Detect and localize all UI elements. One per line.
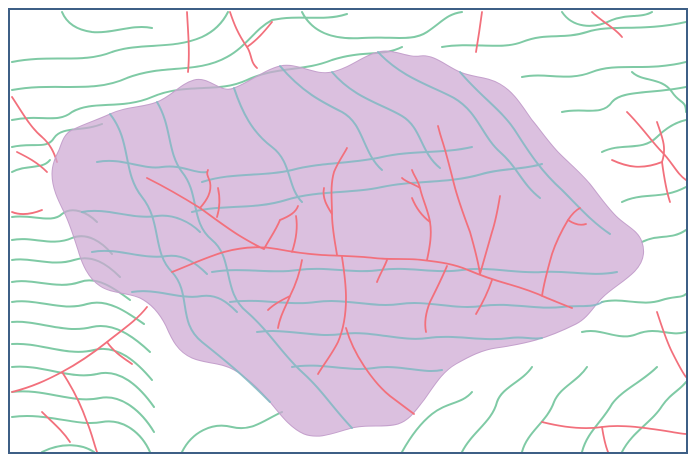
contour-line	[581, 366, 658, 452]
stream-line	[186, 11, 190, 73]
contour-line	[441, 21, 686, 48]
contour-line	[11, 300, 145, 325]
tributary-stream	[424, 265, 448, 333]
stream-line	[61, 371, 98, 452]
contour-line	[641, 229, 686, 243]
tributary-stream	[263, 219, 281, 250]
tributary-stream	[401, 177, 421, 189]
contour-lines-layer	[11, 11, 686, 452]
stream-line	[601, 426, 609, 452]
stream-line	[11, 306, 148, 393]
stream-line	[541, 421, 686, 435]
stream-line	[661, 161, 671, 203]
contour-line	[61, 11, 153, 34]
contour-line	[621, 381, 686, 452]
contour-line	[131, 290, 238, 313]
stream-line	[246, 21, 273, 48]
contour-line	[256, 330, 543, 341]
contour-line	[561, 11, 653, 27]
contour-line	[11, 159, 51, 173]
contour-line	[11, 11, 229, 63]
tributary-stream	[411, 197, 431, 223]
contour-line	[11, 13, 348, 91]
map-frame	[8, 8, 688, 454]
tributary-stream	[330, 147, 348, 256]
stream-line	[475, 11, 483, 53]
contour-line	[11, 342, 153, 381]
tributary-stream	[146, 177, 265, 250]
contour-line	[279, 65, 383, 171]
contour-line	[11, 390, 155, 433]
stream-line	[106, 341, 133, 365]
stream-line	[611, 159, 663, 168]
stream-line	[41, 411, 71, 443]
tributary-stream	[279, 205, 299, 221]
tributary-stream	[479, 195, 501, 275]
tributary-stream	[437, 125, 481, 275]
tributary-stream	[567, 219, 587, 226]
contour-line	[96, 159, 208, 174]
contour-line	[581, 329, 686, 338]
contour-line	[11, 365, 155, 408]
contour-line	[211, 267, 618, 275]
tributary-stream	[475, 279, 493, 315]
contour-line	[41, 444, 95, 452]
contour-line	[11, 415, 151, 452]
contour-line	[81, 209, 201, 233]
stream-line	[656, 121, 665, 163]
contour-line	[521, 61, 686, 78]
stream-line	[656, 311, 686, 378]
contour-line	[91, 249, 208, 275]
tributary-stream	[199, 169, 212, 209]
tributary-stream	[376, 259, 388, 283]
contour-line	[201, 146, 473, 183]
contour-line	[301, 11, 463, 40]
contour-line	[11, 320, 151, 353]
stream-network-watershed	[146, 125, 587, 415]
contour-line	[156, 101, 353, 429]
contour-line	[401, 391, 473, 452]
contour-line	[229, 299, 603, 309]
topographic-map	[11, 11, 686, 452]
contour-line	[191, 163, 543, 213]
contour-line	[601, 293, 686, 304]
contour-line	[601, 119, 686, 153]
contour-line	[459, 71, 611, 235]
contour-line	[521, 366, 588, 452]
contour-line	[181, 411, 283, 452]
tributary-stream	[291, 215, 298, 253]
stream-line	[229, 11, 258, 69]
tributary-stream	[541, 207, 581, 297]
contour-line	[233, 87, 303, 203]
contour-line	[461, 366, 533, 452]
tributary-stream	[267, 295, 291, 311]
stream-line	[11, 209, 43, 216]
tributary-stream	[345, 327, 415, 415]
contour-line	[621, 186, 686, 203]
contour-line	[561, 86, 686, 113]
tributary-stream	[322, 187, 333, 215]
tributary-stream	[411, 169, 432, 261]
main-stream-channel	[171, 246, 573, 309]
stream-line	[11, 96, 58, 163]
tributary-stream	[317, 256, 347, 375]
contour-lines-inside-watershed	[81, 51, 618, 429]
watershed-polygon	[51, 50, 645, 437]
contour-line	[291, 364, 443, 372]
stream-line	[626, 111, 686, 181]
contour-line	[631, 71, 686, 113]
stream-line	[591, 11, 623, 38]
contour-line	[377, 51, 541, 199]
tributary-stream	[216, 187, 221, 218]
stream-line	[16, 151, 48, 173]
stream-network-outer	[11, 11, 686, 452]
